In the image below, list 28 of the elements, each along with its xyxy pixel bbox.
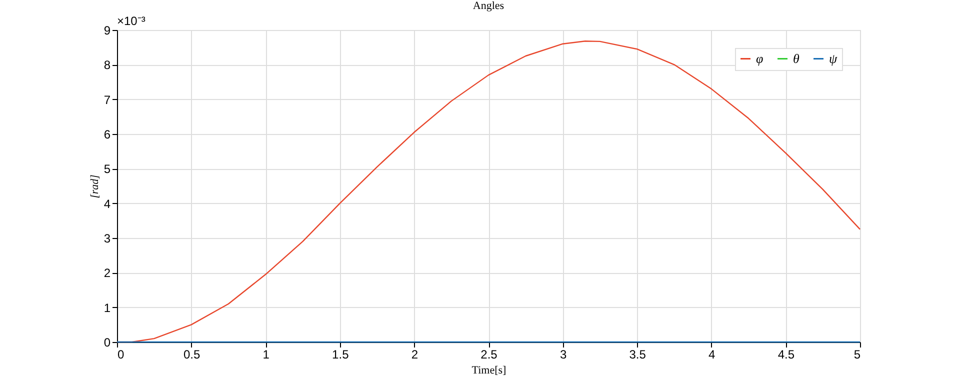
x-tick-label: 1.5 <box>332 348 350 362</box>
y-tick-label: 9 <box>104 24 111 38</box>
y-tick-label: 7 <box>104 92 111 107</box>
x-tick-label: 4 <box>708 348 716 362</box>
x-tick-label: 3 <box>560 348 567 362</box>
x-tick-label: 2 <box>411 348 418 362</box>
x-tick-label: 1 <box>262 348 270 362</box>
x-tick-label: 0 <box>118 348 124 362</box>
x-tick-label: 3.5 <box>629 348 646 362</box>
x-tick-label: 0.5 <box>183 348 200 362</box>
y-tick-label: 4 <box>104 196 111 211</box>
legend-label: ψ <box>829 50 838 66</box>
y-tick-label: 5 <box>104 162 111 176</box>
text: ×10⁻³ <box>117 14 146 28</box>
y-tick-label: 2 <box>104 266 111 280</box>
y-tick-label: 6 <box>104 128 111 142</box>
y-tick-label: 8 <box>104 58 111 72</box>
y-tick-label: 3 <box>104 232 111 246</box>
chart-title: Angles <box>472 0 504 12</box>
x-tick-label: 2.5 <box>480 348 498 362</box>
x-tick-label: 4.5 <box>778 348 795 362</box>
legend-label: φ <box>756 50 764 66</box>
y-tick-label: 1 <box>104 300 111 315</box>
legend-label: θ <box>793 50 800 66</box>
y-axis-title: [rad] <box>88 174 101 198</box>
x-tick-label: 5 <box>854 348 861 362</box>
x-axis-title: Time[s] <box>472 364 506 376</box>
y-tick-label: 0 <box>104 336 111 350</box>
